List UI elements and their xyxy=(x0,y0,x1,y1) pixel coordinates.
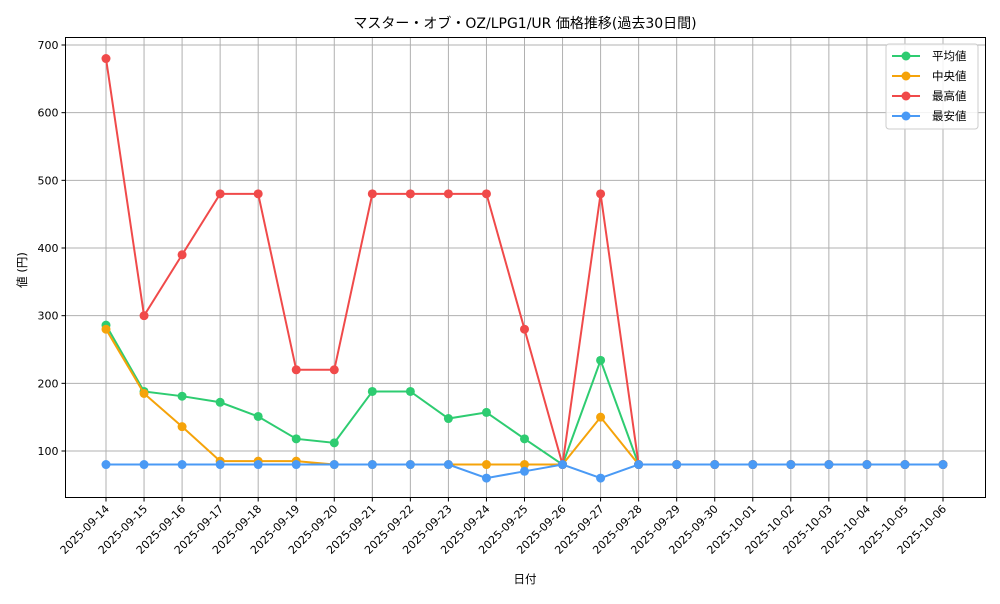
data-point xyxy=(405,189,415,199)
data-point xyxy=(900,460,910,470)
data-point xyxy=(177,391,187,401)
data-point xyxy=(177,250,187,260)
data-point xyxy=(596,189,606,199)
data-point xyxy=(405,460,415,470)
y-tick-label: 300 xyxy=(38,310,59,323)
data-point xyxy=(139,388,149,398)
y-tick-label: 100 xyxy=(38,445,59,458)
x-axis-label: 日付 xyxy=(514,572,537,586)
data-point xyxy=(405,386,415,396)
legend-marker xyxy=(901,111,911,121)
data-point xyxy=(520,460,529,470)
data-point xyxy=(481,189,491,199)
data-point xyxy=(215,460,225,470)
grid-lines xyxy=(65,37,986,498)
data-point xyxy=(596,355,606,365)
data-point xyxy=(481,473,491,483)
data-point xyxy=(481,460,491,470)
data-point xyxy=(443,189,453,199)
legend-label: 中央値 xyxy=(932,69,967,83)
data-point xyxy=(520,466,529,476)
data-point xyxy=(443,414,453,424)
data-point xyxy=(938,460,948,470)
data-point xyxy=(672,460,682,470)
legend-marker xyxy=(901,91,911,101)
data-point xyxy=(101,460,111,470)
data-point xyxy=(596,412,606,422)
data-point xyxy=(367,386,377,396)
x-axis-ticks: 2025-09-142025-09-152025-09-162025-09-17… xyxy=(58,497,949,557)
legend-label: 平均値 xyxy=(932,49,967,63)
y-axis-ticks: 100 200 300 400 500 600 700 xyxy=(38,39,66,458)
legend-item: 平均値 xyxy=(892,49,967,63)
legend-box xyxy=(885,43,979,130)
data-point xyxy=(634,460,644,470)
data-point xyxy=(139,311,149,321)
y-tick-label: 700 xyxy=(38,39,59,52)
data-point xyxy=(710,460,720,470)
legend-marker xyxy=(901,71,911,81)
data-point xyxy=(253,411,263,421)
data-point xyxy=(824,460,834,470)
data-point xyxy=(253,460,263,470)
data-point xyxy=(291,434,301,444)
y-tick-label: 400 xyxy=(38,242,59,255)
data-point xyxy=(786,460,796,470)
data-point xyxy=(329,438,339,448)
data-point xyxy=(291,365,301,375)
chart-title: マスター・オブ・OZ/LPG1/UR 価格推移(過去30日間) xyxy=(353,15,696,32)
data-point xyxy=(101,54,111,64)
y-tick-label: 200 xyxy=(38,377,59,390)
data-point xyxy=(101,324,111,334)
data-point xyxy=(443,460,453,470)
data-point xyxy=(558,460,568,470)
data-point xyxy=(520,324,529,334)
y-tick-label: 500 xyxy=(38,174,59,187)
legend-label: 最高値 xyxy=(932,89,967,103)
data-point xyxy=(862,460,872,470)
plot-frame xyxy=(65,37,986,498)
series-最安値 xyxy=(101,460,948,483)
legend-marker xyxy=(901,51,911,61)
legend-item: 最安値 xyxy=(892,109,967,123)
data-point xyxy=(367,460,377,470)
data-point xyxy=(253,189,263,199)
data-point xyxy=(177,460,187,470)
data-point xyxy=(291,460,301,470)
data-point xyxy=(139,460,149,470)
data-series xyxy=(101,54,948,483)
data-point xyxy=(367,189,377,199)
data-point xyxy=(329,460,339,470)
data-point xyxy=(215,397,225,407)
y-tick-label: 600 xyxy=(38,107,59,120)
data-point xyxy=(596,473,606,483)
y-axis-label: 値 (円) xyxy=(15,252,29,288)
legend-item: 最高値 xyxy=(892,89,967,103)
legend-item: 中央値 xyxy=(892,69,967,83)
data-point xyxy=(520,434,529,444)
data-point xyxy=(215,189,225,199)
legend-label: 最安値 xyxy=(932,109,967,123)
data-point xyxy=(748,460,758,470)
data-point xyxy=(481,407,491,417)
data-point xyxy=(177,422,187,432)
data-point xyxy=(329,365,339,375)
